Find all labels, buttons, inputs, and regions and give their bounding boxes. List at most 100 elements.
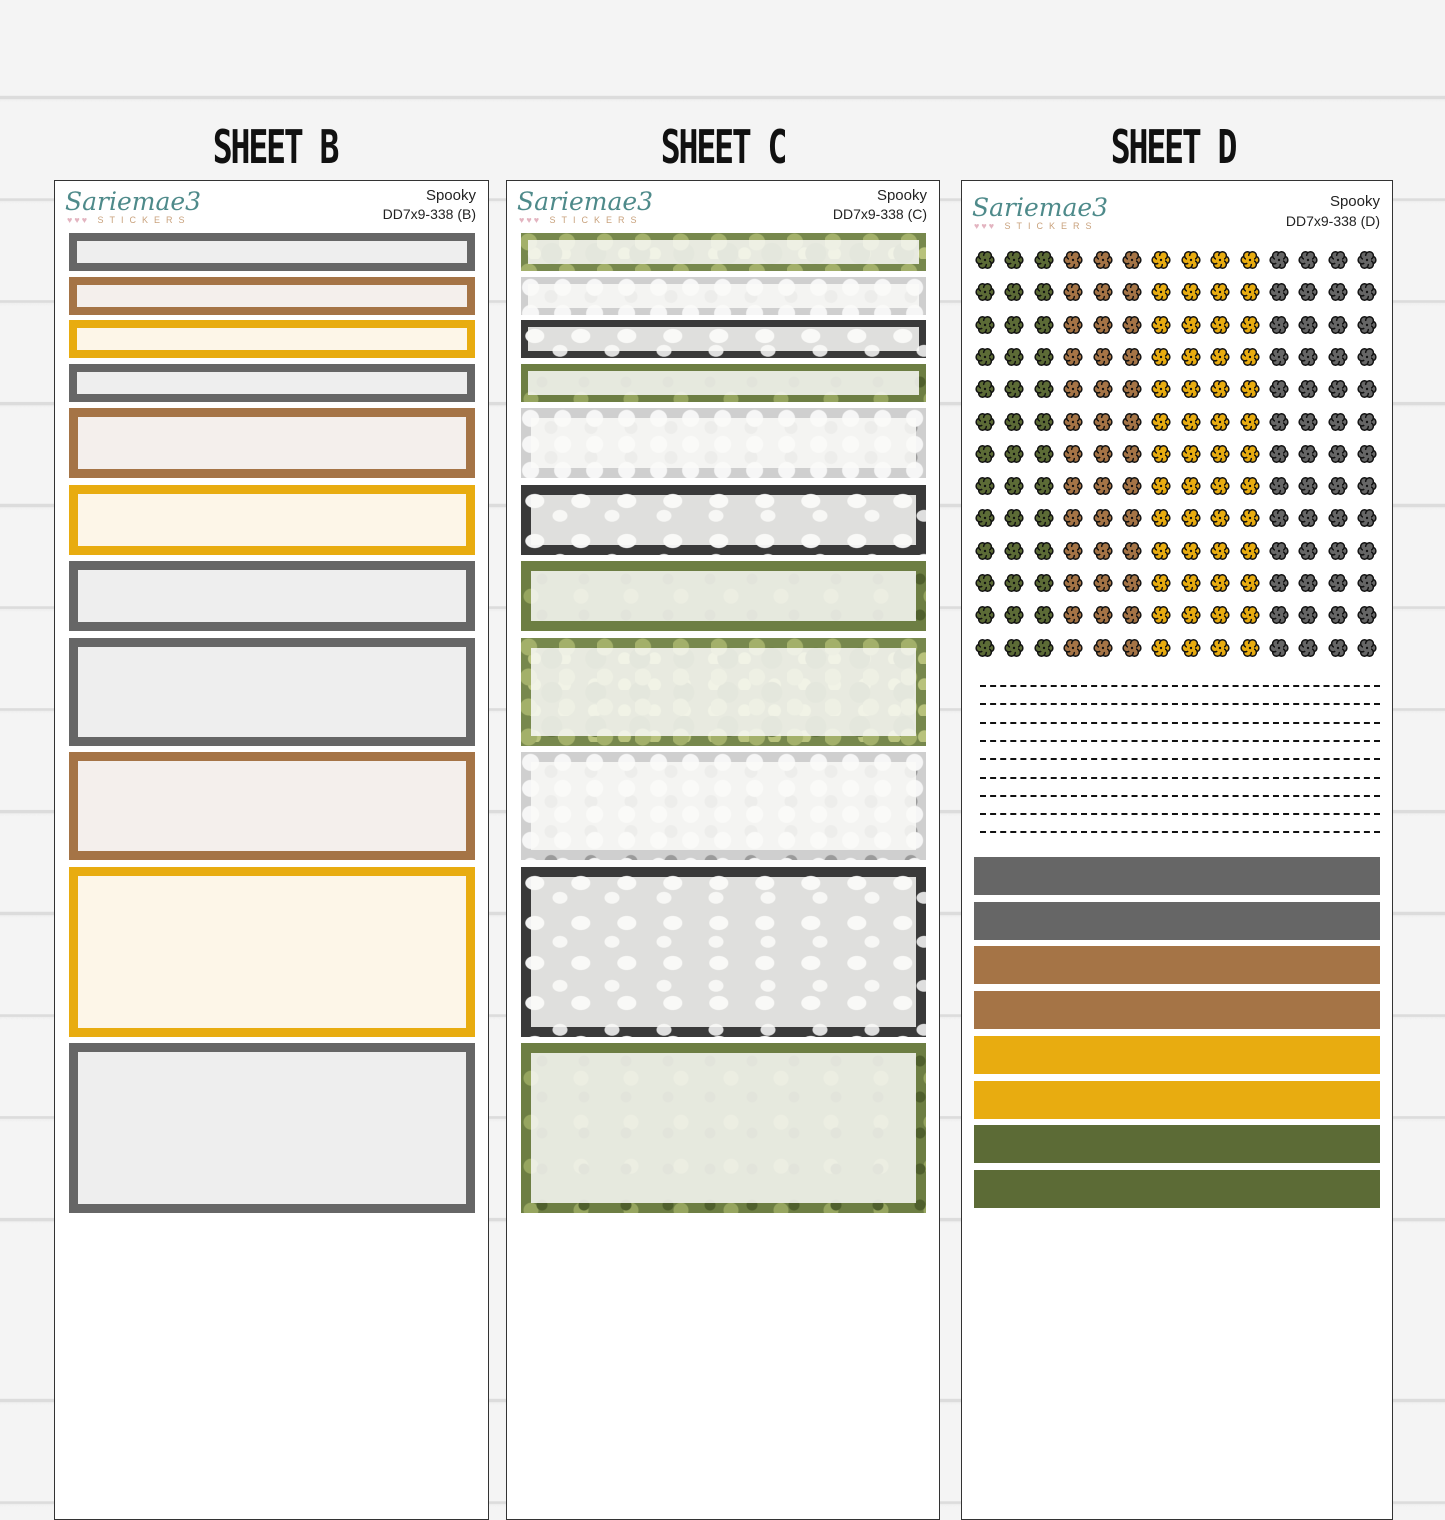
flower-icon bbox=[1357, 251, 1377, 269]
flower-icon bbox=[975, 638, 995, 657]
flower-icon bbox=[1034, 638, 1054, 657]
flower-icon bbox=[1181, 638, 1201, 657]
flower-icon bbox=[1034, 477, 1054, 496]
sticker-box bbox=[69, 485, 475, 555]
sticker-box bbox=[69, 364, 475, 402]
flower-icon bbox=[1357, 315, 1377, 334]
patterned-sticker-box bbox=[521, 233, 926, 271]
flower-icon bbox=[1092, 380, 1113, 399]
flower-icon bbox=[1034, 574, 1054, 592]
flower-icon bbox=[1063, 541, 1083, 560]
flower-icon bbox=[1092, 251, 1113, 269]
flower-icon bbox=[1357, 444, 1377, 463]
flower-icon bbox=[1298, 509, 1319, 528]
sheet-b: Sariemae3 ♥♥♥ STICKERS Spooky DD7x9-338 … bbox=[54, 180, 489, 1520]
brand-sub-text: STICKERS bbox=[1004, 221, 1098, 231]
flower-icon bbox=[1210, 477, 1230, 496]
flower-icon bbox=[1151, 541, 1172, 560]
flower-icon bbox=[1122, 347, 1142, 366]
flower-icon bbox=[1239, 283, 1260, 302]
flower-icon bbox=[975, 412, 995, 431]
flower-icon bbox=[1092, 541, 1113, 560]
flower-icon bbox=[1181, 412, 1201, 431]
flower-icon bbox=[1092, 509, 1113, 528]
flower-icon bbox=[1122, 283, 1142, 302]
flower-icon bbox=[1151, 606, 1172, 625]
flower-icon bbox=[1004, 444, 1025, 463]
flower-icon bbox=[1122, 574, 1142, 592]
flower-icon bbox=[1269, 477, 1289, 496]
flower-icon bbox=[1122, 509, 1142, 528]
color-strip bbox=[974, 901, 1380, 940]
flower-icon bbox=[975, 606, 995, 625]
hearts-icon: ♥♥♥ bbox=[67, 215, 90, 225]
flower-icon bbox=[1239, 347, 1260, 366]
flower-icon bbox=[1181, 574, 1201, 592]
flower-icon bbox=[1151, 477, 1172, 496]
flower-icon bbox=[1092, 638, 1113, 657]
dashed-line bbox=[980, 685, 1380, 687]
flower-icon bbox=[1181, 315, 1201, 334]
flower-icon bbox=[1357, 541, 1377, 560]
flower-icon bbox=[1181, 541, 1201, 560]
flower-icon bbox=[1181, 251, 1201, 269]
flower-icon bbox=[1122, 412, 1142, 431]
flower-icon bbox=[1210, 380, 1230, 399]
color-strip bbox=[974, 991, 1380, 1030]
flower-icon bbox=[1122, 541, 1142, 560]
flower-icon bbox=[1357, 380, 1377, 399]
flower-icon bbox=[1181, 380, 1201, 399]
flower-icon bbox=[1151, 574, 1172, 592]
flower-icon bbox=[1269, 251, 1289, 269]
flower-icon bbox=[1357, 606, 1377, 625]
flower-icon bbox=[1034, 380, 1054, 399]
flower-icon bbox=[1063, 638, 1083, 657]
dashed-line bbox=[980, 831, 1380, 834]
dashed-line bbox=[980, 703, 1380, 706]
dashed-line bbox=[980, 758, 1380, 761]
dashed-line bbox=[980, 739, 1380, 742]
flower-icon bbox=[1151, 444, 1172, 463]
flower-icon bbox=[1239, 412, 1260, 431]
flower-icon bbox=[1357, 638, 1377, 657]
sticker-box bbox=[69, 233, 475, 271]
flower-icon bbox=[975, 444, 995, 463]
sheet-code: DD7x9-338 (C) bbox=[832, 206, 927, 222]
flower-icon bbox=[1269, 283, 1289, 302]
flower-icon bbox=[1181, 347, 1201, 366]
flower-icon bbox=[1034, 283, 1054, 302]
sheet-code: DD7x9-338 (D) bbox=[1285, 213, 1380, 229]
flower-icon bbox=[1004, 380, 1025, 399]
patterned-sticker-box bbox=[521, 364, 926, 402]
flower-icon bbox=[1298, 444, 1319, 463]
flower-icon bbox=[975, 477, 995, 496]
flower-icon bbox=[1328, 347, 1348, 366]
flower-icon bbox=[1269, 315, 1289, 334]
flower-icon bbox=[1210, 412, 1230, 431]
flower-icon bbox=[975, 541, 995, 560]
flower-icon bbox=[1004, 477, 1025, 496]
flower-icon bbox=[1063, 251, 1083, 269]
flower-icon bbox=[1004, 574, 1025, 592]
flower-icon bbox=[1298, 251, 1319, 269]
flower-icon bbox=[1239, 638, 1260, 657]
patterned-sticker-box bbox=[521, 277, 926, 315]
flower-icon bbox=[1181, 606, 1201, 625]
flower-icon bbox=[975, 509, 995, 528]
flower-icon bbox=[1063, 347, 1083, 366]
flower-icon bbox=[1298, 315, 1319, 334]
sticker-box bbox=[69, 1043, 475, 1213]
flower-icon bbox=[1269, 380, 1289, 399]
flower-icon bbox=[1298, 380, 1319, 399]
sheet-theme: Spooky bbox=[1329, 193, 1380, 210]
color-strip bbox=[974, 857, 1380, 895]
hearts-icon: ♥♥♥ bbox=[974, 221, 997, 231]
flower-icon bbox=[1328, 251, 1348, 269]
flower-icon bbox=[1063, 412, 1083, 431]
hearts-icon: ♥♥♥ bbox=[519, 215, 542, 225]
flower-icon bbox=[1298, 477, 1319, 496]
flower-icon bbox=[1210, 574, 1230, 592]
brand-logo: Sariemae3 bbox=[65, 187, 202, 216]
flower-icon bbox=[1092, 444, 1113, 463]
flower-icon bbox=[1210, 541, 1230, 560]
